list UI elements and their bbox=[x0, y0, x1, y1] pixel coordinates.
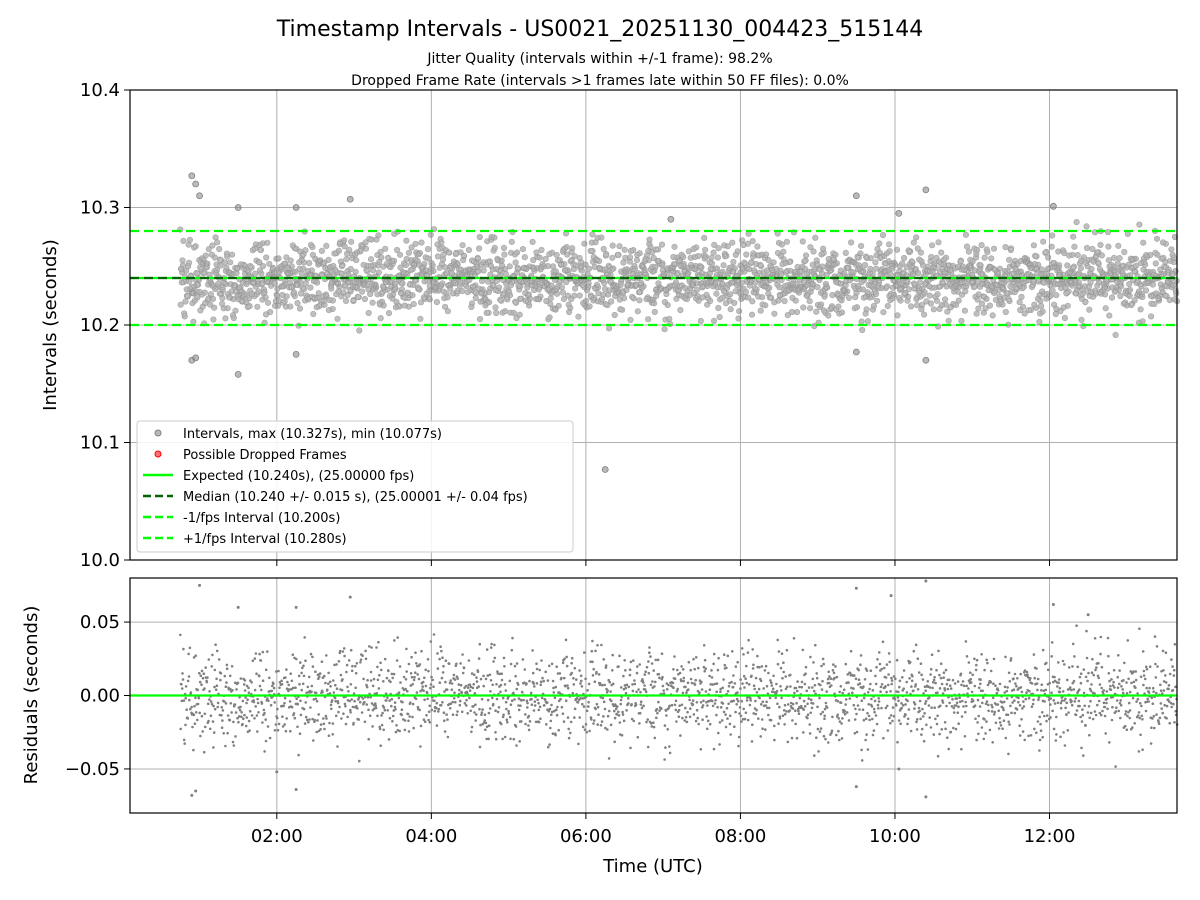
bottom-y-axis-label: Residuals (seconds) bbox=[21, 606, 42, 785]
top-outlier-point-5 bbox=[346, 195, 354, 203]
top-outlier-point-2 bbox=[196, 192, 203, 200]
top-outlier-point-13 bbox=[922, 186, 930, 194]
bottom-outlier-point-8 bbox=[854, 586, 858, 590]
top-outlier-point-8 bbox=[234, 370, 242, 378]
top-outlier-point-1 bbox=[192, 180, 200, 188]
top-ytick-label-2: 10.2 bbox=[80, 315, 120, 336]
bottom-panel: −0.05 0.00 0.05 02:00 04:00 06:00 08:00 10:00 1… bbox=[21, 577, 1179, 847]
bottom-outlier-point-3 bbox=[236, 605, 240, 609]
top-outlier-point-3 bbox=[234, 204, 242, 211]
top-outlier-point-17 bbox=[601, 466, 609, 473]
bottom-x-ticks: 02:00 04:00 06:00 08:00 10:00 12:00 bbox=[251, 813, 1076, 847]
x-axis-label: Time (UTC) bbox=[602, 856, 703, 877]
top-outlier-point-0 bbox=[188, 172, 196, 180]
top-outlier-point-14 bbox=[1049, 202, 1057, 210]
bottom-y-ticks: −0.05 0.00 0.05 bbox=[65, 612, 130, 780]
top-x-ticks bbox=[276, 560, 1051, 566]
bottom-outlier-point-7 bbox=[294, 788, 298, 791]
legend-dropped-frames: Possible Dropped Frames bbox=[183, 448, 347, 463]
bottom-ytick-label-1: 0.00 bbox=[80, 686, 120, 707]
bottom-outlier-point-1 bbox=[194, 789, 198, 793]
bottom-outlier-point-4 bbox=[294, 605, 298, 609]
top-outlier-point-7 bbox=[192, 354, 200, 362]
top-outlier-point-4 bbox=[292, 204, 300, 211]
top-outlier-point-9 bbox=[292, 350, 300, 358]
top-outlier-point-15 bbox=[852, 348, 860, 356]
top-y-axis-label: Intervals (seconds) bbox=[40, 239, 61, 411]
bottom-outlier-point-5 bbox=[348, 595, 352, 599]
top-ytick-label-4: 10.4 bbox=[80, 80, 120, 101]
legend-expected: Expected (10.240s), (25.00000 fps) bbox=[183, 469, 414, 484]
legend-minus-fps: -1/fps Interval (10.200s) bbox=[183, 511, 340, 526]
bottom-outlier-point-0 bbox=[190, 793, 194, 797]
bottom-outlier-point-13 bbox=[924, 795, 928, 799]
xtick-label-0: 02:00 bbox=[251, 826, 303, 847]
top-outlier-point-16 bbox=[922, 356, 930, 364]
top-ytick-label-3: 10.3 bbox=[80, 198, 120, 219]
top-panel: 10.0 10.1 10.2 10.3 10.4 Intervals (seconds)… bbox=[40, 80, 1181, 571]
top-outlier-point-12 bbox=[895, 209, 903, 217]
xtick-label-5: 12:00 bbox=[1024, 826, 1076, 847]
bottom-outlier-point-14 bbox=[1051, 602, 1055, 606]
bottom-outlier-point-9 bbox=[854, 785, 858, 789]
xtick-label-3: 08:00 bbox=[714, 826, 766, 847]
xtick-label-1: 04:00 bbox=[405, 826, 457, 847]
bottom-outlier-point-15 bbox=[1086, 613, 1090, 617]
top-reference-lines bbox=[130, 229, 1177, 327]
top-ytick-label-0: 10.0 bbox=[80, 550, 120, 571]
bottom-outlier-point-10 bbox=[889, 594, 893, 598]
bottom-ytick-label-0: −0.05 bbox=[65, 759, 120, 780]
chart-title: Timestamp Intervals - US0021_20251130_00… bbox=[276, 17, 923, 42]
bottom-ytick-label-2: 0.05 bbox=[80, 612, 120, 633]
bottom-outlier-point-11 bbox=[897, 767, 901, 771]
top-outlier-point-11 bbox=[852, 192, 860, 200]
legend: Intervals, max (10.327s), min (10.077s) … bbox=[136, 420, 574, 553]
legend-plus-fps: +1/fps Interval (10.280s) bbox=[183, 532, 347, 547]
bottom-outlier-point-12 bbox=[924, 579, 928, 583]
top-outlier-point-10 bbox=[667, 215, 675, 223]
legend-median: Median (10.240 +/- 0.015 s), (25.00001 +… bbox=[183, 490, 528, 505]
xtick-label-2: 06:00 bbox=[560, 826, 612, 847]
legend-intervals-marker bbox=[154, 429, 162, 437]
xtick-label-4: 10:00 bbox=[869, 826, 921, 847]
bottom-residual-point-cloud bbox=[179, 624, 1179, 768]
chart-subtitle-jitter: Jitter Quality (intervals within +/-1 fr… bbox=[426, 51, 772, 67]
top-ytick-label-1: 10.1 bbox=[80, 433, 120, 454]
bottom-residual-points bbox=[179, 579, 1179, 799]
top-y-ticks: 10.0 10.1 10.2 10.3 10.4 bbox=[80, 80, 130, 571]
legend-dropped-marker bbox=[154, 450, 162, 458]
chart-subtitle-dropped: Dropped Frame Rate (intervals >1 frames … bbox=[351, 73, 849, 89]
legend-box bbox=[136, 420, 574, 553]
legend-intervals: Intervals, max (10.327s), min (10.077s) bbox=[183, 427, 442, 442]
bottom-outlier-point-6 bbox=[275, 770, 279, 774]
bottom-outlier-point-2 bbox=[198, 583, 202, 587]
